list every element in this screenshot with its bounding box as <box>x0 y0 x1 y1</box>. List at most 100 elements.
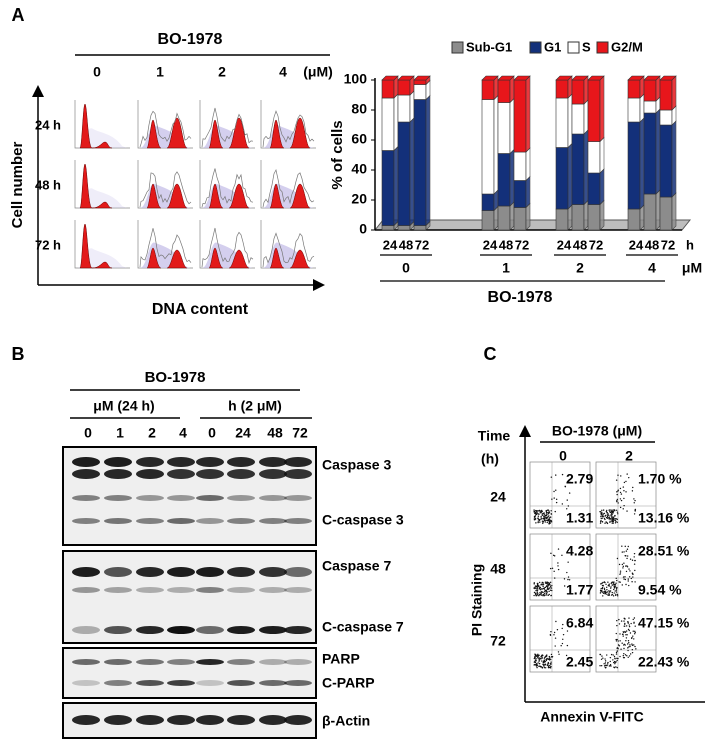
group-label: μM (24 h) <box>93 398 154 414</box>
bar-side <box>425 94 431 227</box>
dot <box>544 515 546 517</box>
dot <box>615 638 617 641</box>
band <box>196 715 224 725</box>
bar-segment <box>513 79 527 153</box>
dot <box>627 628 630 631</box>
band <box>196 469 224 479</box>
band <box>104 469 132 479</box>
dot <box>604 515 606 517</box>
dot <box>606 664 608 667</box>
dot <box>550 661 552 663</box>
dot <box>600 587 602 590</box>
dot <box>606 511 608 514</box>
dot <box>631 649 634 651</box>
dot <box>546 591 549 593</box>
dot <box>548 510 550 512</box>
dot <box>606 515 609 518</box>
band <box>284 518 312 524</box>
dot <box>633 556 635 558</box>
dot <box>533 664 535 666</box>
outline <box>201 227 254 268</box>
dot <box>604 664 607 667</box>
band <box>196 680 224 686</box>
group-label: 0 <box>402 260 410 276</box>
lane-label: 0 <box>208 425 216 441</box>
dot <box>604 522 606 524</box>
dot <box>566 571 568 574</box>
dot <box>620 620 623 622</box>
bar-segment <box>571 79 585 105</box>
dot <box>606 663 609 665</box>
x-tick-label: 72 <box>661 237 675 252</box>
dot <box>561 554 563 557</box>
dot <box>609 660 611 663</box>
band <box>136 587 164 593</box>
dot <box>546 594 548 596</box>
dot <box>550 476 553 478</box>
dot <box>620 648 622 650</box>
dot <box>618 623 621 625</box>
bar-segment <box>627 208 641 231</box>
dot <box>631 490 634 492</box>
dot <box>543 513 545 516</box>
dot <box>625 491 627 493</box>
y-tick-label: 20 <box>351 191 367 207</box>
dot <box>616 666 618 669</box>
dot <box>612 522 615 524</box>
dot <box>604 666 606 669</box>
dot <box>544 581 547 583</box>
dot <box>547 666 550 668</box>
dot <box>610 514 612 516</box>
dot-plot <box>529 461 591 529</box>
dot <box>610 586 612 588</box>
dot <box>623 656 626 659</box>
dot <box>614 519 617 522</box>
bar-top <box>571 75 589 81</box>
band <box>259 567 287 577</box>
bar-segment <box>513 151 527 181</box>
bar-segment <box>397 121 411 226</box>
dot <box>633 617 636 619</box>
dot <box>624 618 626 620</box>
legend-swatch <box>451 41 464 54</box>
dot <box>535 654 537 657</box>
dot <box>602 581 604 584</box>
dot <box>634 499 636 502</box>
dot <box>551 567 554 570</box>
dot <box>540 656 542 658</box>
dot <box>619 655 621 658</box>
dot <box>538 660 540 662</box>
dot <box>628 568 630 570</box>
x-tick-label: 72 <box>515 237 529 252</box>
dot <box>544 663 547 666</box>
dot <box>613 587 616 589</box>
dot <box>615 588 618 590</box>
dot <box>545 659 548 662</box>
dot <box>624 545 626 548</box>
dot <box>628 576 631 578</box>
bar-side <box>509 148 515 207</box>
bar-segment <box>659 124 673 198</box>
bar-segment <box>587 141 601 174</box>
band <box>227 457 255 467</box>
dot <box>557 568 560 571</box>
dot <box>611 591 613 594</box>
dot <box>533 657 536 660</box>
dot <box>627 647 629 649</box>
dot <box>550 513 553 515</box>
dot <box>551 589 553 592</box>
dot <box>631 559 634 561</box>
dot <box>548 590 550 593</box>
band <box>167 715 195 725</box>
dot <box>601 515 604 518</box>
bar-segment <box>555 147 569 210</box>
dot <box>625 640 627 642</box>
dot <box>614 590 616 592</box>
dot <box>609 664 612 666</box>
dot <box>613 583 615 585</box>
dot <box>626 643 629 645</box>
y-tick-label: 80 <box>351 101 367 117</box>
lane-label: 4 <box>179 425 187 441</box>
bar-segment <box>643 193 657 231</box>
dot <box>549 657 551 659</box>
